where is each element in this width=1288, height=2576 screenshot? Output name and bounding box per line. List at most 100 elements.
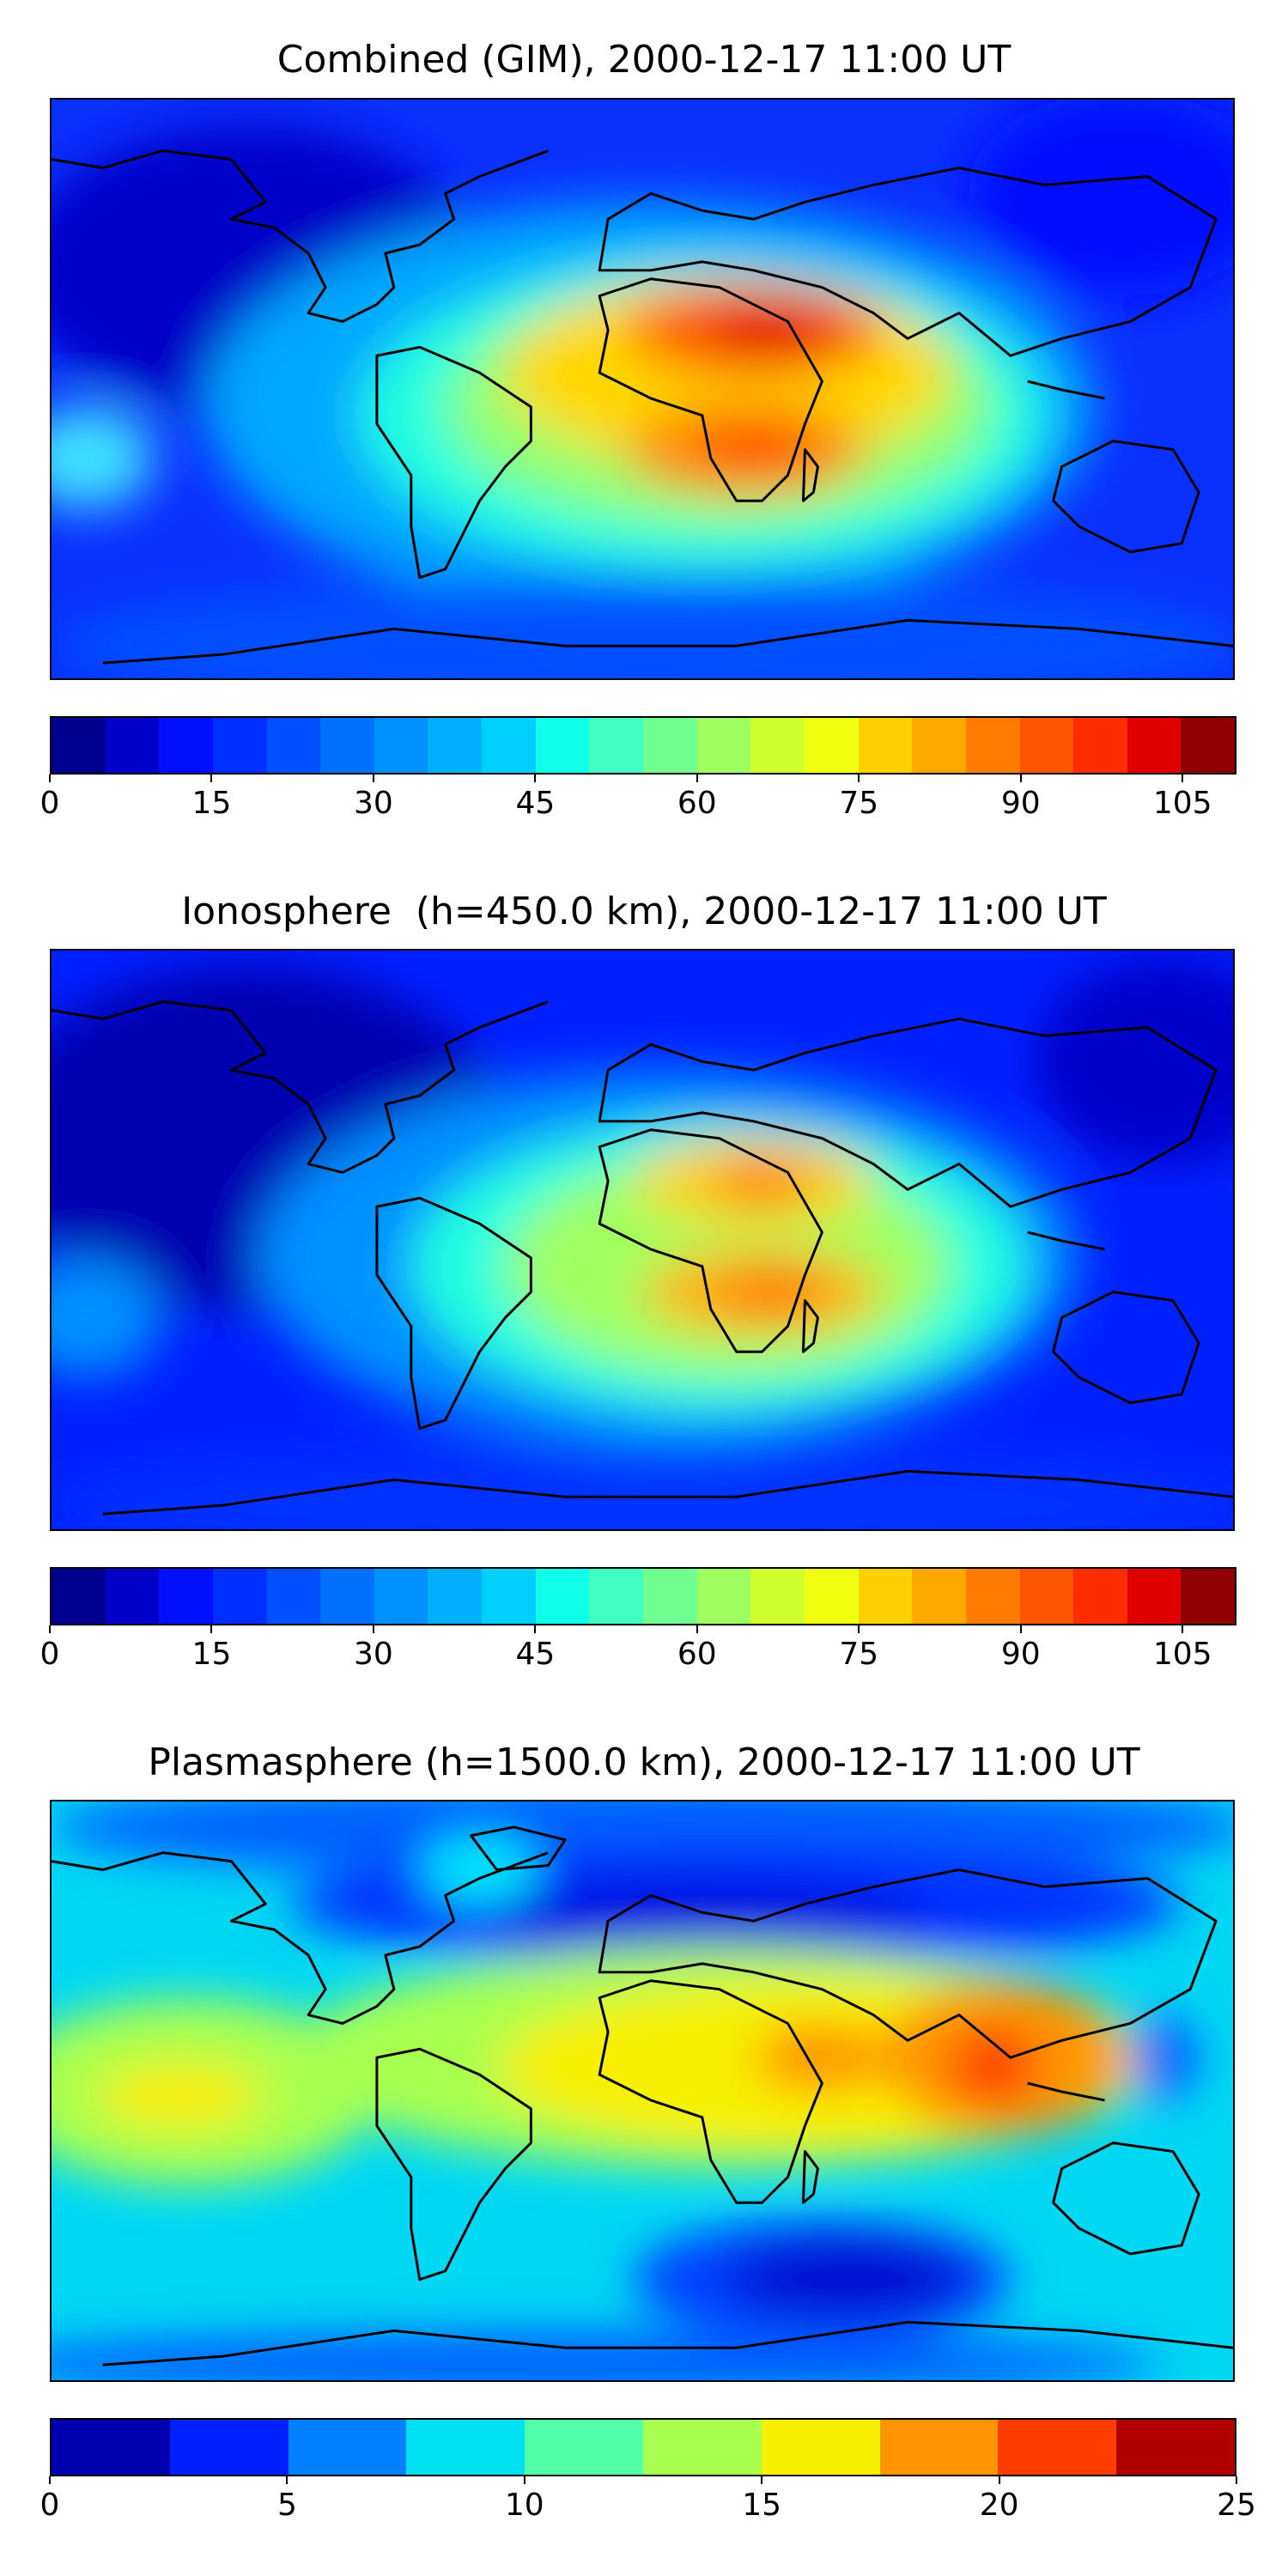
colorbar-segment <box>428 1569 483 1624</box>
colorbar-segment <box>288 2420 407 2475</box>
colorbar-tick-label: 10 <box>504 2488 544 2523</box>
panel-title-combined: Combined (GIM), 2000-12-17 11:00 UT <box>276 38 1012 82</box>
colorbar-tick-mark <box>534 1625 537 1633</box>
colorbar-segment <box>589 718 644 773</box>
colorbar-segment <box>52 1569 106 1624</box>
colorbar-segment <box>642 2420 762 2475</box>
colorbar-tick-mark <box>696 1625 698 1633</box>
colorbar-tick-label: 5 <box>276 2488 297 2523</box>
colorbar-segment <box>696 1569 751 1624</box>
colorbar-tick-label: 105 <box>1152 1637 1212 1672</box>
colorbar-segment <box>804 1569 859 1624</box>
colorbar-tick-label: 60 <box>677 1637 717 1672</box>
colorbar-tick-label: 20 <box>979 2488 1019 2523</box>
colorbar-segment <box>1019 1569 1074 1624</box>
colorbar-tick-mark <box>1236 2476 1237 2484</box>
colorbar-tick-label: 90 <box>1000 786 1041 821</box>
colorbar-tick-mark <box>372 775 374 782</box>
colorbar-segment <box>965 1569 1020 1624</box>
colorbar-tick-mark <box>49 2476 51 2484</box>
colorbar-segment <box>535 1569 590 1624</box>
panel-title-ionosphere: Ionosphere (h=450.0 km), 2000-12-17 11:0… <box>181 890 1107 933</box>
colorbar-segment <box>696 718 751 773</box>
panel-title-plasmasphere: Plasmasphere (h=1500.0 km), 2000-12-17 1… <box>148 1741 1140 1784</box>
colorbar-tick-mark <box>49 1625 51 1633</box>
colorbar-segment <box>52 718 106 773</box>
colorbar-segment <box>169 2420 289 2475</box>
colorbar-segment <box>912 718 966 773</box>
colorbar-segment <box>1181 1569 1235 1624</box>
colorbar-tick-label: 0 <box>39 2488 60 2523</box>
colorbar-ionosphere <box>50 1567 1236 1625</box>
colorbar-tick-mark <box>998 2476 1000 2484</box>
colorbar-segment <box>212 718 267 773</box>
colorbar-segment <box>858 718 913 773</box>
colorbar-tick-mark <box>210 775 213 782</box>
colorbar-segment <box>320 1569 374 1624</box>
colorbar-segment <box>320 718 374 773</box>
colorbar-tick-label: 45 <box>515 786 556 821</box>
colorbar-segment <box>266 718 321 773</box>
colorbar-segment <box>750 718 805 773</box>
colorbar-segment <box>428 718 483 773</box>
colorbar-tick-mark <box>1019 775 1022 782</box>
coastlines <box>52 149 1233 665</box>
colorbar-tick-label: 30 <box>354 1637 393 1672</box>
colorbar-tick-label: 45 <box>515 1637 556 1672</box>
colorbar-tick-label: 0 <box>39 786 60 821</box>
colorbar-tick-label: 15 <box>191 786 232 821</box>
colorbar-tick-mark <box>534 775 537 782</box>
colorbar-segment <box>159 718 213 773</box>
colorbar-tick-label: 105 <box>1152 786 1212 821</box>
colorbar-segment <box>589 1569 644 1624</box>
colorbar-segment <box>879 2420 999 2475</box>
colorbar-tick-mark <box>1182 775 1184 782</box>
colorbar-segment <box>212 1569 267 1624</box>
colorbar-segment <box>105 718 160 773</box>
colorbar-segment <box>1127 718 1182 773</box>
colorbar-segment <box>1127 1569 1182 1624</box>
colorbar-combined <box>50 716 1236 775</box>
colorbar-segment <box>643 718 697 773</box>
colorbar-segment <box>750 1569 805 1624</box>
colorbar-segment <box>965 718 1020 773</box>
colorbar-segment <box>1073 1569 1127 1624</box>
colorbar-plasmasphere <box>50 2418 1236 2476</box>
colorbar-segment <box>374 1569 428 1624</box>
colorbar-ticks-plasmasphere: 0 5 10 15 20 25 <box>40 2476 1256 2523</box>
colorbar-segment <box>912 1569 966 1624</box>
colorbar-segment <box>1019 718 1074 773</box>
colorbar-segment <box>858 1569 913 1624</box>
colorbar-tick-mark <box>696 775 698 782</box>
colorbar-tick-mark <box>1019 1625 1022 1633</box>
colorbar-segment <box>159 1569 213 1624</box>
colorbar-tick-mark <box>858 775 860 782</box>
colorbar-tick-label: 15 <box>742 2488 782 2523</box>
colorbar-segment <box>482 1569 536 1624</box>
colorbar-tick-mark <box>858 1625 860 1633</box>
colorbar-tick-label: 0 <box>39 1637 60 1672</box>
colorbar-tick-label: 60 <box>677 786 717 821</box>
colorbar-segment <box>998 2420 1117 2475</box>
colorbar-ticks-ionosphere: 0 15 30 45 60 75 90 105 <box>40 1625 1236 1672</box>
map-plasmasphere <box>50 1800 1235 2382</box>
colorbar-tick-mark <box>49 775 51 782</box>
colorbar-tick-mark <box>372 1625 374 1633</box>
colorbar-tick-mark <box>523 2476 526 2484</box>
colorbar-segment <box>105 1569 160 1624</box>
colorbar-segment <box>266 1569 321 1624</box>
colorbar-ticks-combined: 0 15 30 45 60 75 90 105 <box>40 775 1236 821</box>
colorbar-tick-mark <box>286 2476 289 2484</box>
colorbar-tick-label: 75 <box>839 786 879 821</box>
colorbar-tick-mark <box>210 1625 213 1633</box>
colorbar-tick-label: 25 <box>1217 2488 1256 2523</box>
colorbar-segment <box>1181 718 1235 773</box>
colorbar-tick-label: 30 <box>354 786 393 821</box>
colorbar-segment <box>52 2420 170 2475</box>
colorbar-segment <box>1116 2420 1235 2475</box>
colorbar-segment <box>535 718 590 773</box>
colorbar-segment <box>374 718 428 773</box>
colorbar-segment <box>761 2420 880 2475</box>
colorbar-segment <box>406 2420 526 2475</box>
colorbar-segment <box>525 2420 643 2475</box>
